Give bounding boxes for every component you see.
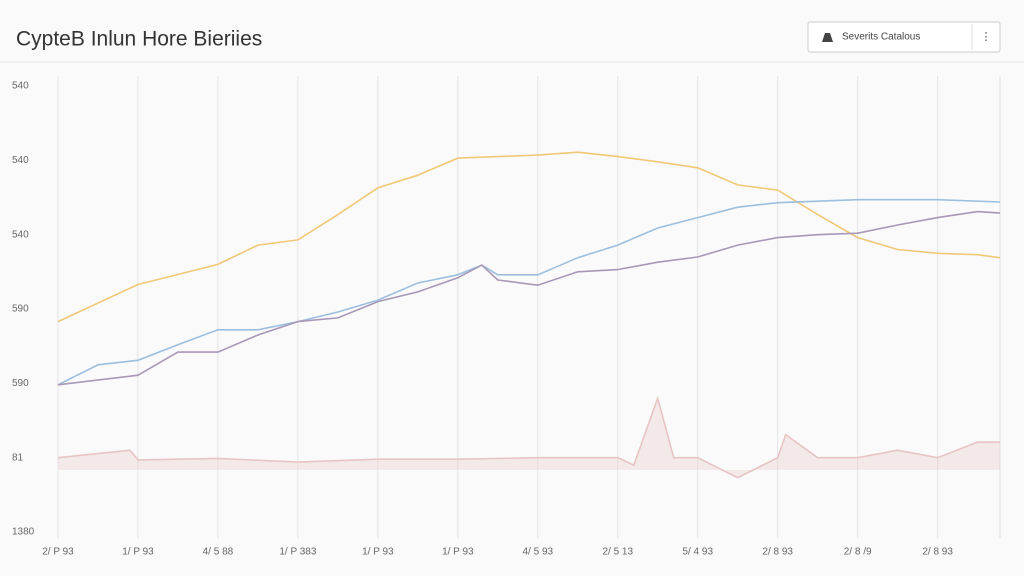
y-tick-label: 590 — [12, 378, 29, 389]
x-tick-label: 2/ 8 93 — [762, 547, 793, 558]
x-tick-label: 2/ 5 13 — [602, 547, 633, 558]
x-tick-label: 1/ P 93 — [362, 547, 394, 558]
x-tick-label: 2/ P 93 — [42, 547, 74, 558]
series-area — [58, 398, 1000, 478]
y-tick-label: 81 — [12, 452, 24, 463]
y-tick-label: 1380 — [12, 527, 35, 538]
dropdown[interactable]: Severits Catalous ⋮ — [807, 21, 1001, 53]
x-tick-label: 2/ 8 93 — [922, 547, 953, 558]
x-tick-label: 4/ 5 93 — [522, 547, 553, 558]
dropdown-arrow[interactable]: ⋮ — [981, 31, 992, 43]
series-line — [57, 198, 1001, 386]
dropdown-box[interactable] — [807, 21, 1001, 53]
y-tick-label: 540 — [12, 155, 29, 166]
dropdown-icon — [822, 33, 833, 42]
y-tick-label: 540 — [12, 229, 29, 240]
series-line — [57, 395, 1000, 479]
x-tick-label: 5/ 4 93 — [682, 547, 713, 558]
series-line — [57, 151, 1001, 323]
x-tick-label: 1/ P 383 — [279, 547, 317, 558]
x-tick-label: 1/ P 93 — [122, 547, 154, 558]
x-tick-label: 4/ 5 88 — [203, 547, 234, 558]
y-tick-label: 590 — [12, 304, 29, 315]
dropdown-label[interactable]: Severits Catalous — [842, 32, 920, 43]
series-line — [57, 210, 1001, 386]
x-tick-label: 1/ P 93 — [442, 547, 474, 558]
y-tick-label: 540 — [12, 81, 29, 92]
chart-title: CypteB Inlun Hore Bieriies — [16, 28, 262, 51]
x-tick-label: 2/ 8 /9 — [844, 547, 872, 558]
